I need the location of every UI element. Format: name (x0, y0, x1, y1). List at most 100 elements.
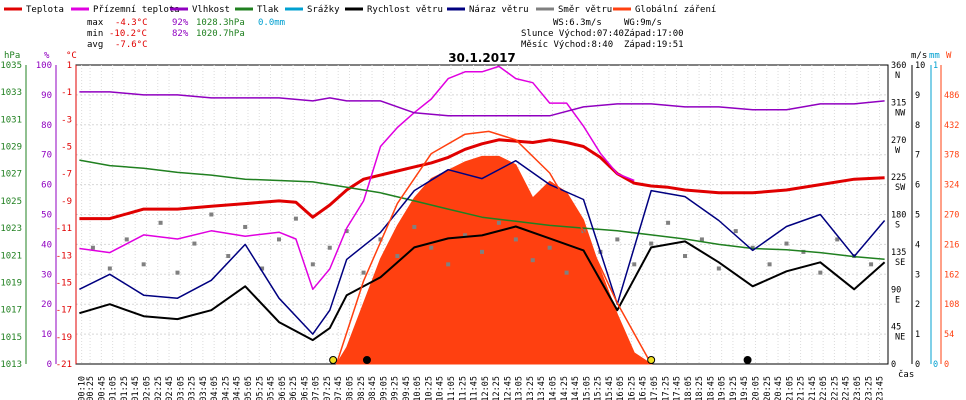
x-tick-label: 07:45 (334, 376, 344, 400)
direction-point (683, 254, 687, 259)
direction-point (716, 266, 721, 271)
x-tick-label: 17:45 (673, 376, 683, 400)
x-tick-label: 15:05 (582, 376, 592, 400)
pressure-tick-label: 1017 (0, 306, 22, 316)
legend-label-prizemni: Přízemní teplota (93, 5, 180, 15)
wind-tick-label: 3 (915, 270, 920, 280)
pressure-tick-label: 1031 (0, 115, 22, 125)
x-tick-label: 08:25 (357, 376, 367, 400)
x-tick-label: 20:05 (751, 376, 761, 400)
x-tick-label: 18:45 (706, 376, 716, 400)
pressure-tick-label: 1029 (0, 143, 22, 153)
temperature-tick-label: -9 (61, 197, 72, 207)
direction-point (446, 262, 451, 267)
legend-label-naraz: Náraz větru (469, 5, 529, 15)
x-tick-label: 05:45 (267, 376, 277, 400)
axes: 1035103310311029102710251023102110191017… (0, 61, 959, 370)
direction-point (649, 241, 654, 246)
direction-letter: W (895, 146, 901, 156)
x-tick-label: 11:05 (447, 376, 457, 400)
info-sunset: Západ:17:00 (624, 29, 684, 39)
astro-info: WS:6.3m/s WG:9m/s Slunce Východ:07:40 Zá… (521, 18, 684, 50)
x-tick-label: 21:25 (797, 376, 807, 400)
moonset-marker (743, 356, 752, 364)
x-tick-label: 01:45 (131, 376, 141, 400)
stat-min-temp: -10.2°C (109, 29, 147, 39)
x-tick-label: 21:05 (785, 376, 795, 400)
direction-point (344, 229, 349, 234)
x-tick-label: 20:25 (763, 376, 773, 400)
radiation-tick-label: 486 (944, 91, 959, 101)
pressure-tick-label: 1023 (0, 224, 22, 234)
x-tick-label: 05:25 (255, 376, 265, 400)
x-tick-label: 14:25 (560, 376, 570, 400)
direction-point (243, 224, 248, 229)
x-tick-label: 23:45 (876, 376, 886, 400)
pressure-tick-label: 1013 (0, 360, 22, 370)
direction-point (192, 241, 197, 246)
sunrise-marker (329, 356, 338, 364)
direction-letter: SE (895, 258, 905, 268)
series-line-7 (335, 130, 652, 365)
x-tick-label: 03:05 (176, 376, 186, 400)
direction-point (632, 262, 637, 267)
unit-rain: mm (929, 51, 940, 61)
direction-point (463, 233, 468, 238)
wind-tick-label: 1 (915, 330, 920, 340)
humidity-tick-label: 100 (36, 61, 52, 71)
pressure-tick-label: 1033 (0, 88, 22, 98)
x-tick-label: 09:25 (391, 376, 401, 400)
pressure-tick-label: 1035 (0, 61, 22, 71)
x-tick-label: 02:05 (142, 376, 152, 400)
radiation-tick-label: 270 (944, 211, 959, 221)
radiation-tick-label: 216 (944, 240, 959, 250)
info-sunrise: Slunce Východ:07:40 (521, 29, 624, 39)
x-tick-label: 15:25 (594, 376, 604, 400)
temperature-tick-label: -21 (56, 360, 72, 370)
direction-point (395, 254, 400, 259)
series-line-3 (79, 159, 885, 261)
series-line-2 (79, 91, 885, 117)
direction-point (378, 237, 383, 242)
direction-letter: S (895, 221, 900, 231)
radiation-tick-label: 162 (944, 270, 959, 280)
direction-point (429, 245, 434, 250)
legend: Teplota Přízemní teplota Vlhkost Tlak Sr… (4, 5, 716, 15)
direction-point (496, 220, 501, 225)
x-tick-label: 10:25 (424, 376, 434, 400)
x-tick-label: 17:05 (650, 376, 660, 400)
x-tick-label: 16:45 (639, 376, 649, 400)
direction-point (361, 270, 366, 275)
temperature-tick-label: -3 (61, 115, 72, 125)
series-radiation-area (335, 155, 653, 365)
direction-point (124, 237, 129, 242)
stat-min-press: 1020.7hPa (196, 29, 245, 39)
x-tick-label: 10:05 (413, 376, 423, 400)
humidity-tick-label: 60 (41, 181, 52, 191)
radiation-tick-label: 108 (944, 300, 959, 310)
x-tick-label: 22:25 (830, 376, 840, 400)
direction-point (869, 262, 874, 267)
sunset-marker (647, 356, 656, 364)
x-tick-label: 01:05 (109, 376, 119, 400)
temperature-tick-label: -11 (56, 224, 72, 234)
x-tick-label: 16:05 (616, 376, 626, 400)
wind-tick-label: 10 (915, 61, 925, 71)
direction-point (412, 224, 417, 229)
direction-point (480, 249, 484, 254)
moonrise-marker (362, 356, 371, 364)
x-tick-label: 15:45 (605, 376, 615, 400)
x-tick-label: 07:25 (323, 376, 333, 400)
direction-tick-label: 90 (891, 285, 901, 295)
unit-press: hPa (4, 51, 20, 61)
x-tick-label: 04:25 (221, 376, 231, 400)
x-tick-label: 09:05 (379, 376, 389, 400)
series-line-5 (79, 159, 886, 335)
direction-point (141, 262, 146, 267)
legend-label-smer: Směr větru (558, 5, 612, 15)
direction-point (158, 220, 163, 225)
x-tick-label: 14:05 (548, 376, 558, 400)
direction-point (209, 212, 214, 217)
stat-avg-label: avg (87, 40, 103, 50)
